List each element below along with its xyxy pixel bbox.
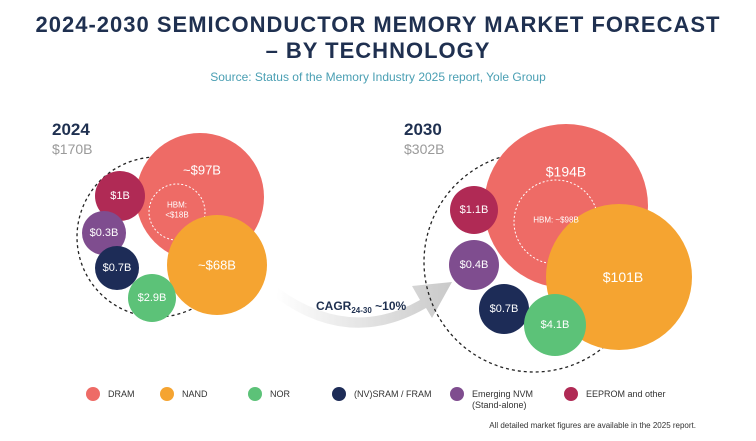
- bubble-sram-2024: [95, 246, 139, 290]
- legend-item-sram: (NV)SRAM / FRAM: [332, 386, 432, 401]
- chart-source: Source: Status of the Memory Industry 20…: [210, 70, 546, 84]
- legend-swatch-sram: [332, 387, 346, 401]
- hbm-circle-2024: [148, 183, 206, 241]
- cagr-arrow: [276, 282, 452, 328]
- bubble-label-eeprom-2024: $1B: [110, 190, 130, 202]
- bubble-nor-2024: [128, 274, 176, 322]
- footnote: All detailed market figures are availabl…: [489, 421, 696, 430]
- total-label-2024: $170B: [52, 141, 93, 157]
- legend-item-nand: NAND: [160, 386, 208, 401]
- legend-label-nand: NAND: [182, 389, 208, 399]
- legend-label-sram: (NV)SRAM / FRAM: [354, 389, 432, 399]
- bubble-label-eeprom-2030: $1.1B: [460, 204, 489, 216]
- chart-title-line1: 2024-2030 SEMICONDUCTOR MEMORY MARKET FO…: [35, 12, 721, 37]
- bubble-label-sram-2024: $0.7B: [103, 262, 132, 274]
- bubble-label-nor-2030: $4.1B: [541, 319, 570, 331]
- bubble-nvm-2024: [82, 211, 126, 255]
- bubble-label-nvm-2024: $0.3B: [90, 227, 119, 239]
- legend-label-eeprom: EEPROM and other: [586, 389, 666, 399]
- legend-item-nor: NOR: [248, 386, 290, 401]
- legend-label-dram: DRAM: [108, 389, 135, 399]
- bubble-label-nand-2024: ~$68B: [198, 258, 236, 273]
- bubble-nand-2024: [167, 215, 267, 315]
- hbm-label-2024-2: <$18B: [165, 211, 188, 220]
- legend: DRAM NAND NOR (NV)SRAM / FRAM Emerging NVM (…: [70, 386, 710, 416]
- bubble-sram-2030: [479, 284, 529, 334]
- year-block-2024: 2024 $170B: [52, 120, 92, 158]
- legend-swatch-dram: [86, 387, 100, 401]
- legend-swatch-nvm: [450, 387, 464, 401]
- bubble-label-sram-2030: $0.7B: [490, 303, 519, 315]
- chart-title-line2: – BY TECHNOLOGY: [265, 38, 491, 63]
- chart-title: 2024-2030 SEMICONDUCTOR MEMORY MARKET FO…: [0, 12, 756, 64]
- bubble-label-dram-2024: ~$97B: [183, 163, 221, 178]
- legend-swatch-nand: [160, 387, 174, 401]
- legend-item-nvm: Emerging NVM (Stand-alone): [450, 386, 533, 411]
- year-block-2030: 2030 $302B: [404, 120, 444, 158]
- bubble-nor-2030: [524, 294, 586, 356]
- hbm-label-2030: HBM: ~$98B: [533, 216, 579, 225]
- bubble-eeprom-2030: [450, 186, 498, 234]
- legend-swatch-eeprom: [564, 387, 578, 401]
- total-label-2030: $302B: [404, 141, 445, 157]
- year-label-2030: 2030: [404, 120, 442, 139]
- legend-label-nor: NOR: [270, 389, 290, 399]
- bubble-label-nand-2030: $101B: [603, 269, 643, 285]
- legend-item-dram: DRAM: [86, 386, 135, 401]
- hbm-label-2024-1: HBM:: [167, 201, 187, 210]
- legend-swatch-nor: [248, 387, 262, 401]
- legend-label-nvm: Emerging NVM (Stand-alone): [472, 389, 534, 410]
- legend-item-eeprom: EEPROM and other: [564, 386, 666, 401]
- bubble-nvm-2030: [449, 240, 499, 290]
- cagr-label: CAGR24-30 ~10%: [316, 299, 407, 315]
- bubble-eeprom-2024: [95, 171, 145, 221]
- bubble-label-dram-2030: $194B: [546, 164, 586, 180]
- bubble-label-nvm-2030: $0.4B: [460, 259, 489, 271]
- year-label-2024: 2024: [52, 120, 90, 139]
- bubble-label-nor-2024: $2.9B: [138, 292, 167, 304]
